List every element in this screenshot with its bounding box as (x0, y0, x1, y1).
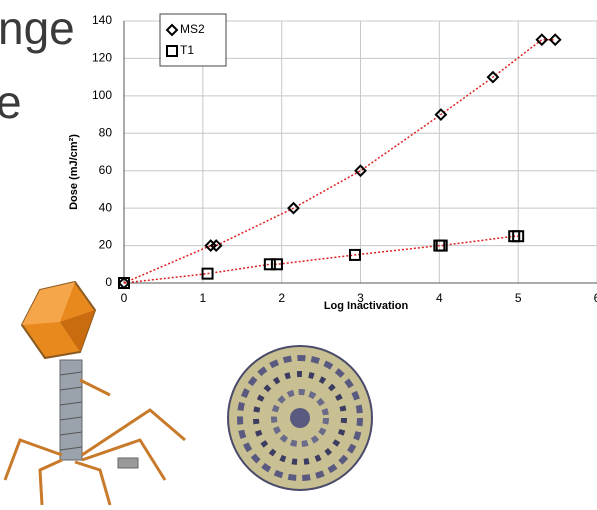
legend-label: MS2 (180, 22, 205, 36)
y-tick-label: 0 (105, 275, 112, 289)
slide-text: nge (0, 2, 75, 54)
phage-illustration (5, 282, 185, 505)
x-tick-label: 0 (121, 291, 128, 305)
x-axis-label: Log Inactivation (324, 300, 409, 312)
y-tick-label: 100 (92, 88, 112, 102)
y-axis-label: Dose (mJ/cm²) (68, 134, 80, 210)
y-tick-label: 40 (99, 200, 113, 214)
y-tick-label: 80 (99, 125, 113, 139)
legend-label: T1 (180, 43, 194, 57)
virus-illustration (228, 346, 372, 490)
x-tick-label: 6 (594, 291, 597, 305)
x-tick-label: 5 (515, 291, 522, 305)
slide-text: e (0, 76, 22, 128)
page: nge e 0204060801001201400123456Log Inact… (0, 0, 597, 510)
slide: nge e 0204060801001201400123456Log Inact… (0, 0, 597, 510)
y-tick-label: 140 (92, 13, 112, 27)
y-tick-label: 60 (99, 163, 113, 177)
y-tick-label: 120 (92, 51, 112, 65)
x-tick-label: 1 (199, 291, 206, 305)
x-tick-label: 4 (436, 291, 443, 305)
x-tick-label: 2 (278, 291, 285, 305)
y-tick-label: 20 (99, 238, 113, 252)
